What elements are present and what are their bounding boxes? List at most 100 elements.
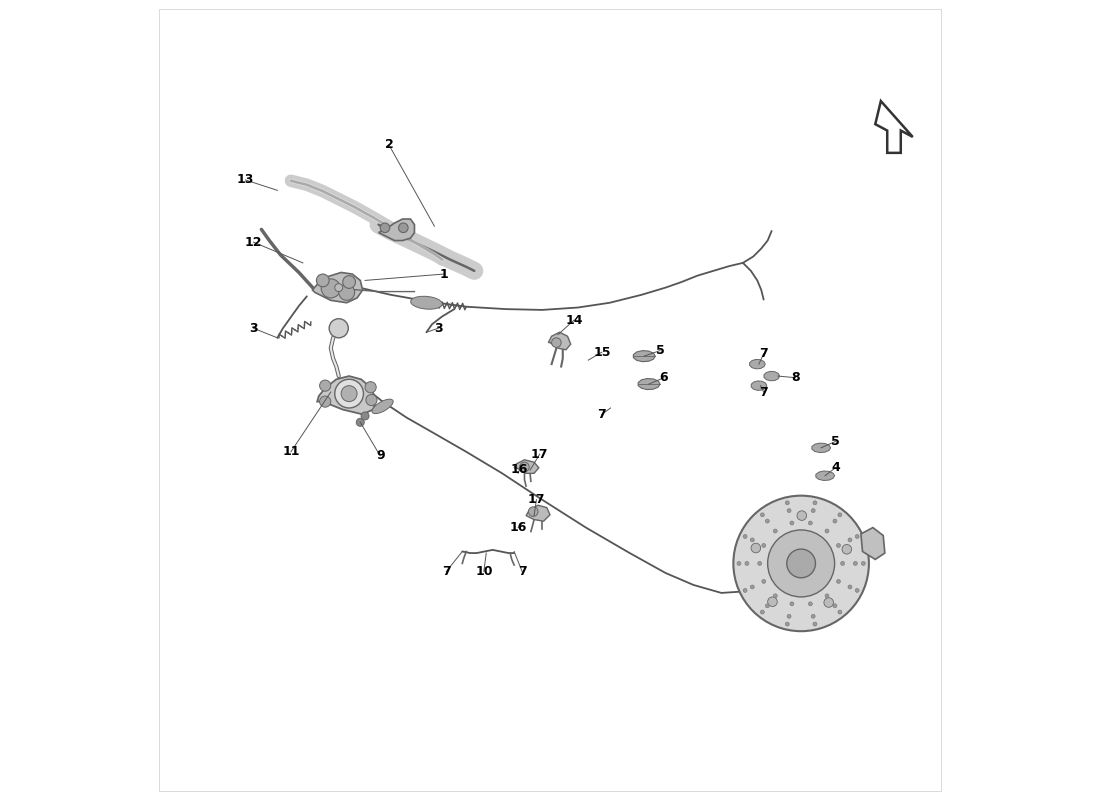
Circle shape	[760, 610, 764, 614]
Text: 2: 2	[385, 138, 394, 151]
Circle shape	[339, 285, 354, 300]
Circle shape	[528, 507, 538, 516]
Circle shape	[838, 610, 842, 614]
Text: 15: 15	[593, 346, 611, 358]
Polygon shape	[312, 273, 363, 302]
Circle shape	[760, 513, 764, 517]
Circle shape	[861, 562, 866, 566]
Circle shape	[317, 274, 329, 286]
Circle shape	[808, 521, 812, 525]
Circle shape	[788, 509, 791, 513]
Circle shape	[833, 604, 837, 608]
Circle shape	[365, 382, 376, 393]
Polygon shape	[549, 332, 571, 350]
Circle shape	[811, 614, 815, 618]
Text: 5: 5	[830, 435, 839, 448]
Circle shape	[356, 418, 364, 426]
Circle shape	[343, 276, 355, 288]
Circle shape	[320, 380, 331, 391]
Circle shape	[334, 379, 363, 408]
Text: 6: 6	[660, 371, 669, 384]
Circle shape	[836, 543, 840, 547]
Text: 7: 7	[518, 565, 527, 578]
Polygon shape	[764, 371, 780, 381]
Circle shape	[855, 534, 859, 538]
Circle shape	[762, 543, 766, 547]
Circle shape	[798, 511, 806, 520]
Circle shape	[825, 594, 829, 598]
Circle shape	[321, 279, 340, 298]
Circle shape	[773, 529, 778, 533]
Text: 14: 14	[565, 314, 583, 326]
Circle shape	[762, 579, 766, 583]
Text: 9: 9	[376, 450, 385, 462]
Circle shape	[329, 318, 349, 338]
Polygon shape	[876, 101, 913, 153]
Text: 11: 11	[283, 446, 299, 458]
Circle shape	[519, 462, 529, 472]
Circle shape	[758, 562, 761, 566]
Polygon shape	[410, 296, 442, 310]
Circle shape	[842, 545, 851, 554]
Text: 17: 17	[531, 448, 549, 461]
Circle shape	[750, 538, 755, 542]
Text: 7: 7	[597, 408, 606, 421]
Text: 10: 10	[475, 565, 493, 578]
Circle shape	[766, 519, 769, 523]
Circle shape	[825, 529, 829, 533]
Text: 5: 5	[656, 344, 664, 357]
Polygon shape	[816, 471, 835, 481]
Circle shape	[744, 589, 747, 593]
Circle shape	[737, 562, 741, 566]
Text: 3: 3	[249, 322, 257, 334]
Circle shape	[750, 585, 755, 589]
Circle shape	[381, 223, 389, 233]
Circle shape	[334, 284, 343, 291]
Circle shape	[790, 602, 794, 606]
Circle shape	[848, 585, 852, 589]
Circle shape	[848, 538, 852, 542]
Circle shape	[855, 589, 859, 593]
Circle shape	[361, 412, 368, 420]
Circle shape	[744, 534, 747, 538]
Polygon shape	[634, 350, 656, 362]
Circle shape	[808, 602, 812, 606]
Text: 12: 12	[244, 236, 262, 249]
Circle shape	[734, 496, 869, 631]
Circle shape	[813, 622, 817, 626]
Circle shape	[836, 579, 840, 583]
Circle shape	[785, 622, 790, 626]
Circle shape	[768, 597, 778, 606]
Polygon shape	[514, 460, 539, 474]
Circle shape	[790, 521, 794, 525]
Text: 4: 4	[830, 462, 839, 474]
Circle shape	[341, 386, 358, 402]
Circle shape	[824, 598, 834, 607]
Circle shape	[840, 562, 845, 566]
Circle shape	[811, 509, 815, 513]
Polygon shape	[861, 527, 884, 559]
Text: 13: 13	[236, 174, 254, 186]
Text: 1: 1	[440, 267, 449, 281]
Circle shape	[854, 562, 857, 566]
Circle shape	[745, 562, 749, 566]
Circle shape	[813, 501, 817, 505]
Circle shape	[320, 396, 331, 407]
Circle shape	[768, 530, 835, 597]
Polygon shape	[749, 359, 766, 369]
Circle shape	[766, 604, 769, 608]
Text: 8: 8	[791, 371, 800, 384]
Text: 7: 7	[442, 565, 451, 578]
Circle shape	[838, 513, 842, 517]
Circle shape	[833, 519, 837, 523]
Polygon shape	[372, 399, 393, 414]
Text: 16: 16	[509, 521, 527, 534]
Text: 7: 7	[759, 347, 768, 360]
Polygon shape	[317, 376, 376, 414]
Circle shape	[398, 223, 408, 233]
Circle shape	[751, 543, 760, 553]
Circle shape	[786, 549, 815, 578]
Text: 3: 3	[434, 322, 442, 334]
Circle shape	[366, 394, 377, 406]
Text: 7: 7	[759, 386, 768, 398]
